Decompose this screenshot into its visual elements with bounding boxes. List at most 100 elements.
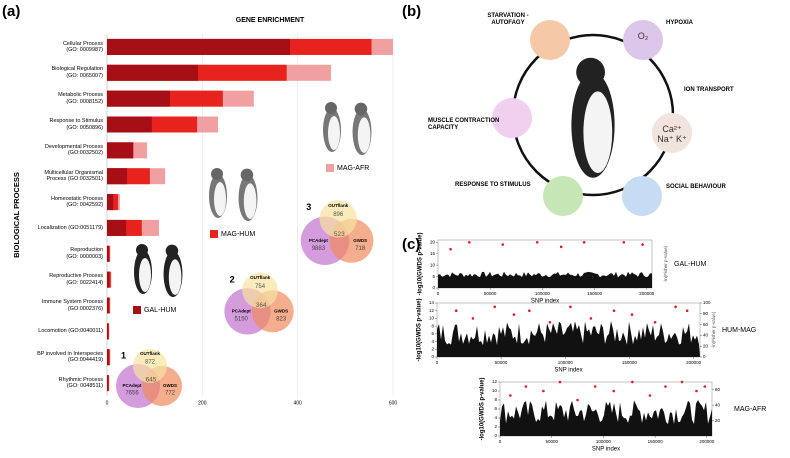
y-tick-label: 4 xyxy=(431,339,434,344)
bar xyxy=(107,38,291,55)
process-label: ION TRANSPORT xyxy=(684,87,734,93)
venn-count: 823 xyxy=(276,316,287,322)
y2-tick-label: 40 xyxy=(703,333,709,338)
bar xyxy=(107,194,114,211)
venn-set-label: PCAdept xyxy=(232,309,252,314)
y2-tick-label: 100 xyxy=(703,300,711,305)
venn-set-label: OUTflank xyxy=(250,275,270,280)
process-icon xyxy=(543,176,583,216)
y-axis-title: BIOLOGICAL PROCESS xyxy=(12,172,21,258)
panel-label: (b) xyxy=(402,3,422,20)
venn-set-label: OUTflank xyxy=(140,351,160,356)
snp-point xyxy=(535,240,539,244)
bar xyxy=(107,142,134,159)
process-icon xyxy=(652,113,692,153)
process-icon xyxy=(623,20,663,60)
category-label: Cellular Process (GO: 0009987) xyxy=(62,40,103,53)
y2-tick-label: 80 xyxy=(703,311,709,316)
venn-overlap: 364 xyxy=(256,302,267,309)
icon-text: O₂ xyxy=(637,31,649,41)
y-tick-label: 14 xyxy=(429,300,435,305)
snp-point xyxy=(612,389,616,393)
penguin-head xyxy=(325,102,337,114)
y-tick-label: 2 xyxy=(494,424,497,429)
x-tick-label: 50000 xyxy=(545,439,558,444)
venn-count: 754 xyxy=(255,284,266,290)
penguin-head xyxy=(165,244,179,258)
snp-point xyxy=(559,245,563,249)
venn-set-label: PCAdept xyxy=(123,383,143,388)
snp-point xyxy=(471,317,475,320)
category-label: Locomotion (GO:0040011) xyxy=(38,328,103,335)
x-tick-label: 100000 xyxy=(535,291,551,296)
y-axis-title: -log10(GWDS p-value) xyxy=(418,232,424,295)
snp-point xyxy=(501,243,505,246)
y2-tick-label: 20 xyxy=(703,343,709,348)
snp-point xyxy=(558,380,562,384)
x-axis-title: SNP index xyxy=(554,368,582,374)
snp-point xyxy=(703,385,707,388)
chart-title: GENE ENRICHMENT xyxy=(236,17,305,24)
venn-set-label: OUTflank xyxy=(328,203,348,208)
penguin-belly xyxy=(214,182,226,216)
category-label: Metabolic Process (GO: 0008152) xyxy=(58,92,103,105)
snp-cloud xyxy=(438,271,652,288)
venn-id: 1 xyxy=(121,350,126,360)
process-label: HYPOXIA xyxy=(666,20,694,26)
snp-cloud xyxy=(500,399,712,436)
snp-point xyxy=(569,305,572,309)
venn-id: 3 xyxy=(306,202,311,212)
penguin-head xyxy=(240,168,254,182)
bar xyxy=(107,375,109,392)
x-tick-label: 200000 xyxy=(639,291,655,296)
bar xyxy=(107,116,152,133)
y2-tick-label: 60 xyxy=(703,322,709,327)
legend-label: GAL-HUM xyxy=(144,307,176,314)
category-label: Reproductive Process (GO: 0022414) xyxy=(49,273,103,286)
penguin-belly xyxy=(583,91,613,173)
legend-label: MAG-HUM xyxy=(221,231,255,238)
snp-point xyxy=(493,305,497,309)
snp-point xyxy=(664,385,667,388)
bar xyxy=(107,245,109,262)
venn-count: 772 xyxy=(165,391,176,397)
venn-count: 896 xyxy=(333,212,344,218)
comparison-label: GAL-HUM xyxy=(674,261,706,268)
y-tick-label: 5 xyxy=(432,274,435,279)
snp-point xyxy=(593,385,597,388)
x-tick-label: 0 xyxy=(499,439,502,444)
y-tick-label: 10 xyxy=(492,388,498,393)
process-label: STARVATION - AUTOFAGY xyxy=(487,13,529,26)
venn-set xyxy=(319,200,357,238)
penguin-head xyxy=(136,244,148,256)
x-axis-title: SNP index xyxy=(592,447,620,453)
x-tick-label: 200000 xyxy=(699,439,715,444)
legend-swatch xyxy=(133,306,141,314)
snp-point xyxy=(582,240,586,244)
y-tick-label: 8 xyxy=(494,397,497,402)
snp-point xyxy=(680,380,684,384)
x-tick-label: 100000 xyxy=(596,439,612,444)
x-tick-label: 150000 xyxy=(622,360,638,365)
x-tick-label: 200 xyxy=(198,400,207,406)
x-tick-label: 600 xyxy=(389,400,398,406)
category-label: Homeostatic Process (GO: 0042592) xyxy=(51,195,103,209)
category-label: Biological Regulation (GO: 0065007) xyxy=(51,66,103,79)
venn-overlap: 523 xyxy=(334,231,345,238)
penguin-belly xyxy=(243,183,257,219)
category-label: Rhythmic Process (GO: 0048511) xyxy=(58,376,103,390)
x-tick-label: 0 xyxy=(106,400,109,406)
penguin-belly xyxy=(328,116,340,150)
snp-point xyxy=(512,313,516,316)
y-tick-label: 6 xyxy=(494,406,497,411)
venn-set xyxy=(242,272,278,309)
venn-count: 7656 xyxy=(125,391,139,397)
snp-point xyxy=(548,320,552,324)
snp-point xyxy=(589,317,593,320)
bar xyxy=(107,90,170,107)
venn-id: 2 xyxy=(230,274,235,284)
snp-point xyxy=(648,394,652,397)
penguin-belly xyxy=(168,259,182,295)
